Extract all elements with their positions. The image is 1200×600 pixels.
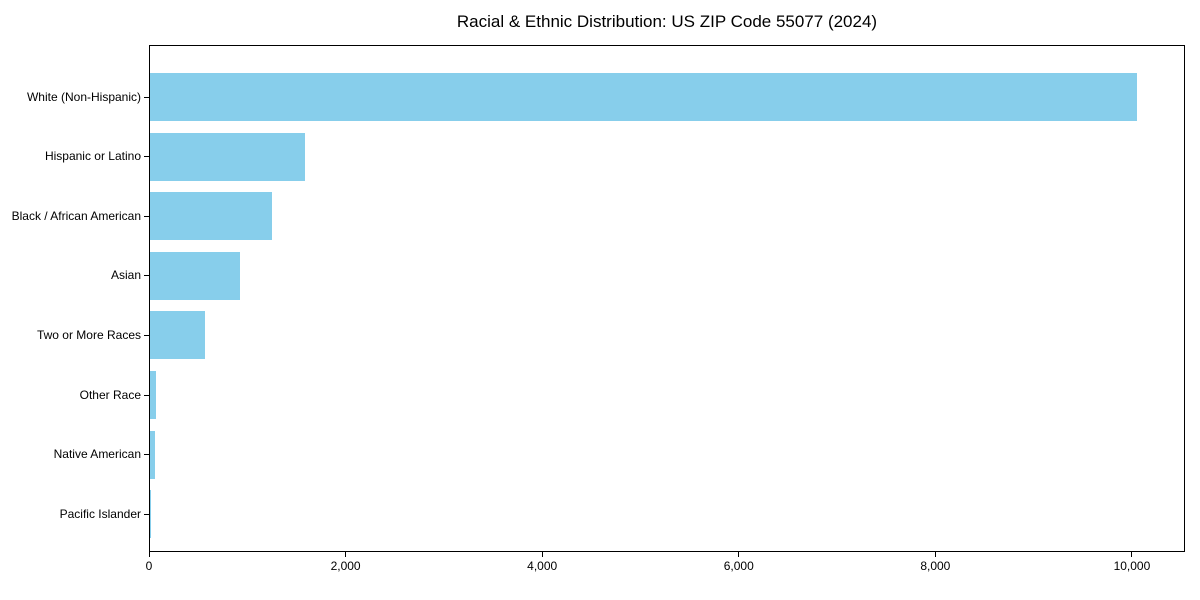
y-axis-category-label: White (Non-Hispanic) (26, 89, 141, 104)
bar (150, 371, 157, 419)
y-tick-mark (144, 513, 149, 515)
x-tick-label: 0 (145, 559, 153, 573)
y-axis-category-label: Pacific Islander (59, 506, 141, 521)
x-tick-label: 10,000 (1113, 559, 1151, 573)
bar (150, 192, 272, 241)
y-tick-mark (144, 334, 149, 336)
y-axis-category-label: Asian (110, 268, 141, 283)
x-tick-mark (148, 552, 150, 557)
bar (150, 311, 206, 360)
x-tick-label: 6,000 (723, 559, 754, 573)
bar (150, 132, 305, 181)
y-tick-mark (144, 215, 149, 217)
x-tick-mark (934, 552, 936, 557)
x-tick-label: 8,000 (920, 559, 951, 573)
y-axis-category-label: Hispanic or Latino (44, 149, 141, 164)
y-axis-category-label: Native American (53, 447, 141, 462)
y-tick-mark (144, 156, 149, 158)
x-tick-label: 4,000 (527, 559, 558, 573)
y-tick-mark (144, 454, 149, 456)
x-tick-mark (1131, 552, 1133, 557)
plot-area (149, 45, 1185, 552)
bar (150, 430, 156, 479)
y-axis-category-label: Two or More Races (36, 327, 141, 342)
x-tick-mark (541, 552, 543, 557)
x-tick-mark (738, 552, 740, 557)
x-tick-label: 2,000 (330, 559, 361, 573)
y-axis-category-label: Black / African American (11, 208, 141, 223)
y-tick-mark (144, 275, 149, 277)
y-tick-mark (144, 394, 149, 396)
bar (150, 73, 1137, 121)
y-tick-mark (144, 96, 149, 98)
x-tick-mark (345, 552, 347, 557)
bar (150, 251, 240, 300)
y-axis-category-label: Other Race (79, 387, 141, 402)
chart-title: Racial & Ethnic Distribution: US ZIP Cod… (456, 12, 878, 31)
